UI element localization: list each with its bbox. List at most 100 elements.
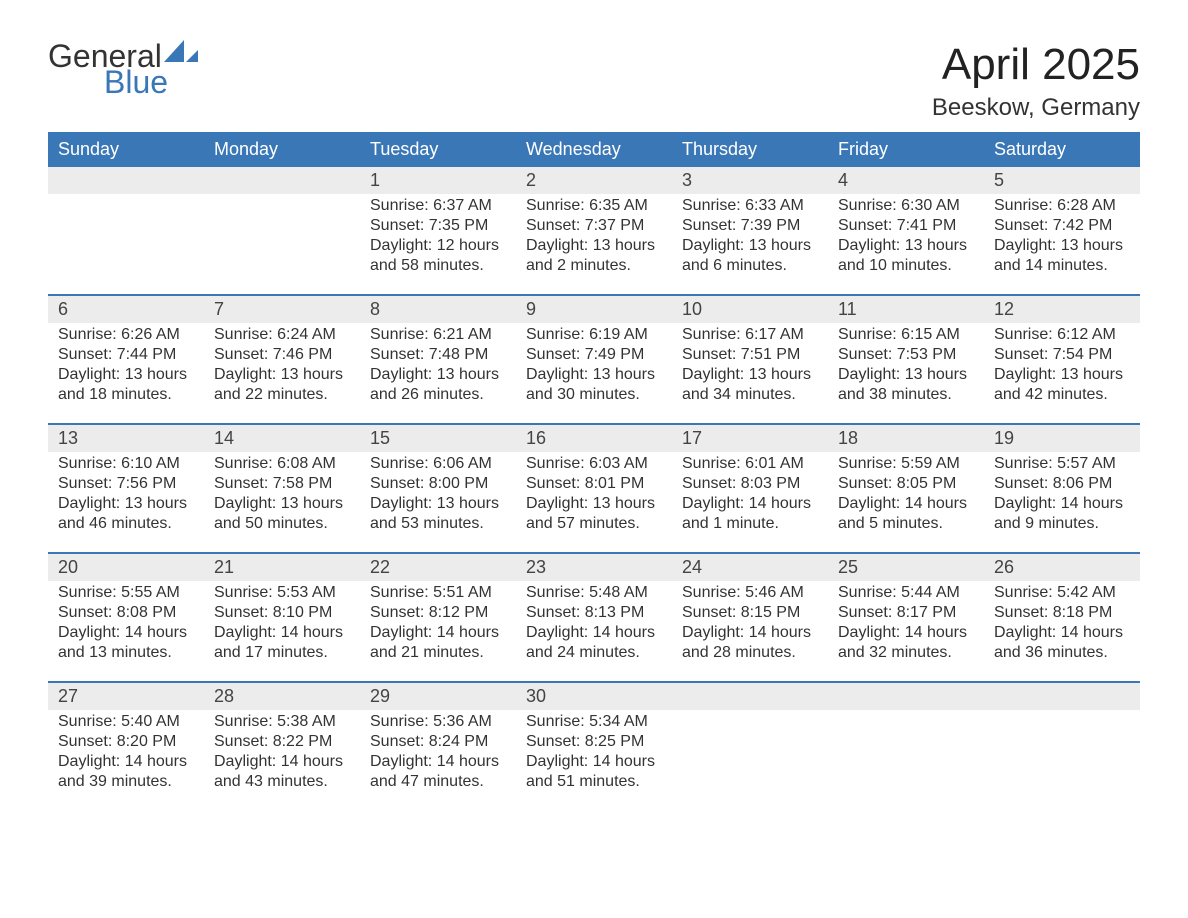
daylight-line2: and 18 minutes.	[58, 385, 194, 405]
calendar-week: 6789101112Sunrise: 6:26 AMSunset: 7:44 P…	[48, 294, 1140, 423]
daylight-line2: and 26 minutes.	[370, 385, 506, 405]
daylight-line1: Daylight: 13 hours	[682, 365, 818, 385]
sunrise-label: Sunrise: 5:57 AM	[994, 454, 1130, 474]
daylight-line1: Daylight: 14 hours	[994, 623, 1130, 643]
sunrise-label: Sunrise: 6:15 AM	[838, 325, 974, 345]
day-number: 11	[828, 296, 984, 323]
day-number-row: 12345	[48, 167, 1140, 194]
sunset-label: Sunset: 8:13 PM	[526, 603, 662, 623]
daylight-line2: and 58 minutes.	[370, 256, 506, 276]
day-number: 15	[360, 425, 516, 452]
daylight-line1: Daylight: 13 hours	[682, 236, 818, 256]
daylight-line1: Daylight: 14 hours	[370, 752, 506, 772]
sunset-label: Sunset: 7:58 PM	[214, 474, 350, 494]
day-details: Sunrise: 5:51 AMSunset: 8:12 PMDaylight:…	[360, 581, 516, 681]
day-details: Sunrise: 5:42 AMSunset: 8:18 PMDaylight:…	[984, 581, 1140, 681]
day-body-row: Sunrise: 6:37 AMSunset: 7:35 PMDaylight:…	[48, 194, 1140, 294]
daylight-line1: Daylight: 14 hours	[526, 752, 662, 772]
daylight-line1: Daylight: 13 hours	[526, 365, 662, 385]
sunset-label: Sunset: 8:05 PM	[838, 474, 974, 494]
daylight-line1: Daylight: 14 hours	[58, 752, 194, 772]
sunset-label: Sunset: 7:35 PM	[370, 216, 506, 236]
dow-wednesday: Wednesday	[516, 132, 672, 167]
day-details: Sunrise: 6:06 AMSunset: 8:00 PMDaylight:…	[360, 452, 516, 552]
day-number: 12	[984, 296, 1140, 323]
sunrise-label: Sunrise: 6:01 AM	[682, 454, 818, 474]
sunset-label: Sunset: 8:01 PM	[526, 474, 662, 494]
logo-word-blue: Blue	[48, 66, 198, 98]
daylight-line2: and 50 minutes.	[214, 514, 350, 534]
sunset-label: Sunset: 8:17 PM	[838, 603, 974, 623]
dow-monday: Monday	[204, 132, 360, 167]
daylight-line1: Daylight: 14 hours	[370, 623, 506, 643]
sunrise-label: Sunrise: 5:40 AM	[58, 712, 194, 732]
sunset-label: Sunset: 7:48 PM	[370, 345, 506, 365]
day-number: 17	[672, 425, 828, 452]
title-block: April 2025 Beeskow, Germany	[932, 40, 1140, 122]
day-number: 20	[48, 554, 204, 581]
sunset-label: Sunset: 8:25 PM	[526, 732, 662, 752]
day-details	[672, 710, 828, 810]
sunset-label: Sunset: 7:51 PM	[682, 345, 818, 365]
daylight-line2: and 36 minutes.	[994, 643, 1130, 663]
dow-saturday: Saturday	[984, 132, 1140, 167]
day-number: 4	[828, 167, 984, 194]
sunset-label: Sunset: 7:37 PM	[526, 216, 662, 236]
day-details	[48, 194, 204, 294]
day-details: Sunrise: 6:26 AMSunset: 7:44 PMDaylight:…	[48, 323, 204, 423]
day-number-row: 20212223242526	[48, 554, 1140, 581]
day-number: 5	[984, 167, 1140, 194]
calendar-week: 20212223242526Sunrise: 5:55 AMSunset: 8:…	[48, 552, 1140, 681]
day-number: 28	[204, 683, 360, 710]
sunset-label: Sunset: 8:08 PM	[58, 603, 194, 623]
daylight-line1: Daylight: 13 hours	[370, 494, 506, 514]
day-body-row: Sunrise: 5:40 AMSunset: 8:20 PMDaylight:…	[48, 710, 1140, 810]
day-number: 29	[360, 683, 516, 710]
sunrise-label: Sunrise: 6:19 AM	[526, 325, 662, 345]
daylight-line2: and 34 minutes.	[682, 385, 818, 405]
calendar-week: 12345Sunrise: 6:37 AMSunset: 7:35 PMDayl…	[48, 167, 1140, 294]
day-details: Sunrise: 5:44 AMSunset: 8:17 PMDaylight:…	[828, 581, 984, 681]
day-number: 18	[828, 425, 984, 452]
daylight-line1: Daylight: 14 hours	[838, 494, 974, 514]
sunset-label: Sunset: 7:41 PM	[838, 216, 974, 236]
day-number	[48, 167, 204, 194]
day-details: Sunrise: 6:08 AMSunset: 7:58 PMDaylight:…	[204, 452, 360, 552]
day-number	[672, 683, 828, 710]
daylight-line2: and 57 minutes.	[526, 514, 662, 534]
day-details: Sunrise: 6:24 AMSunset: 7:46 PMDaylight:…	[204, 323, 360, 423]
daylight-line2: and 42 minutes.	[994, 385, 1130, 405]
daylight-line2: and 32 minutes.	[838, 643, 974, 663]
sunrise-label: Sunrise: 6:33 AM	[682, 196, 818, 216]
sunset-label: Sunset: 8:15 PM	[682, 603, 818, 623]
sunset-label: Sunset: 7:54 PM	[994, 345, 1130, 365]
daylight-line1: Daylight: 13 hours	[58, 494, 194, 514]
daylight-line1: Daylight: 14 hours	[214, 623, 350, 643]
day-number: 27	[48, 683, 204, 710]
month-title: April 2025	[932, 40, 1140, 90]
sunrise-label: Sunrise: 5:59 AM	[838, 454, 974, 474]
sunrise-label: Sunrise: 5:48 AM	[526, 583, 662, 603]
sunset-label: Sunset: 8:20 PM	[58, 732, 194, 752]
day-details: Sunrise: 5:40 AMSunset: 8:20 PMDaylight:…	[48, 710, 204, 810]
sunset-label: Sunset: 7:42 PM	[994, 216, 1130, 236]
dow-tuesday: Tuesday	[360, 132, 516, 167]
daylight-line2: and 13 minutes.	[58, 643, 194, 663]
day-number-row: 13141516171819	[48, 425, 1140, 452]
daylight-line2: and 5 minutes.	[838, 514, 974, 534]
daylight-line2: and 47 minutes.	[370, 772, 506, 792]
daylight-line2: and 22 minutes.	[214, 385, 350, 405]
daylight-line1: Daylight: 14 hours	[994, 494, 1130, 514]
day-details: Sunrise: 6:01 AMSunset: 8:03 PMDaylight:…	[672, 452, 828, 552]
daylight-line2: and 51 minutes.	[526, 772, 662, 792]
day-of-week-header-row: Sunday Monday Tuesday Wednesday Thursday…	[48, 132, 1140, 167]
day-number: 8	[360, 296, 516, 323]
daylight-line1: Daylight: 13 hours	[58, 365, 194, 385]
daylight-line1: Daylight: 13 hours	[994, 365, 1130, 385]
day-details: Sunrise: 6:17 AMSunset: 7:51 PMDaylight:…	[672, 323, 828, 423]
sunset-label: Sunset: 7:39 PM	[682, 216, 818, 236]
day-details: Sunrise: 5:38 AMSunset: 8:22 PMDaylight:…	[204, 710, 360, 810]
brand-logo: General Blue	[48, 40, 198, 98]
day-details	[828, 710, 984, 810]
sunrise-label: Sunrise: 6:12 AM	[994, 325, 1130, 345]
